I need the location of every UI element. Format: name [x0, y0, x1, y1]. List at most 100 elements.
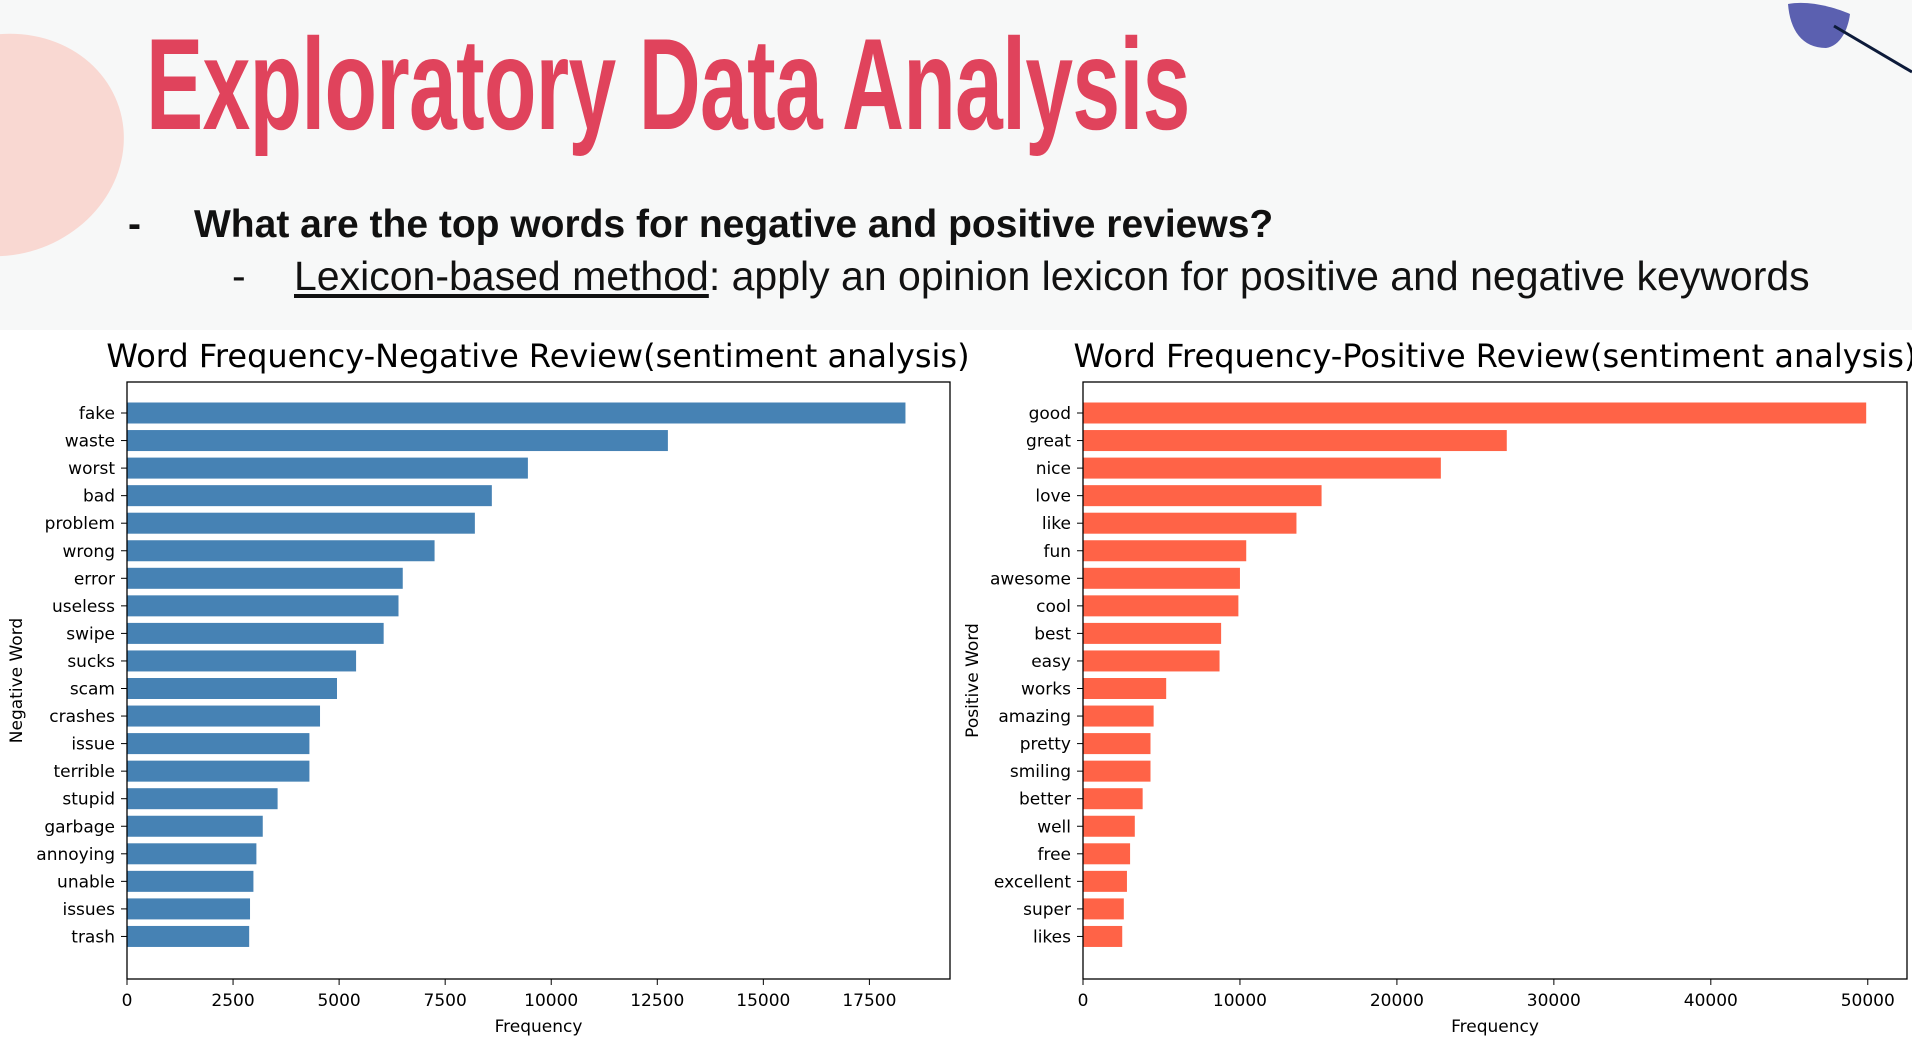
charts-panel: Word Frequency-Negative Review(sentiment… [0, 330, 1912, 1042]
positive-bar-good [1083, 402, 1867, 424]
negative-x-tick-label: 10000 [524, 991, 578, 1011]
positive-category-label: better [1019, 790, 1071, 810]
positive-category-label: likes [1033, 927, 1071, 947]
negative-category-label: garbage [44, 817, 115, 837]
negative-category-label: issues [62, 900, 115, 920]
negative-bar-sucks [127, 650, 357, 672]
negative-bar-useless [127, 595, 399, 617]
negative-category-label: scam [70, 680, 115, 700]
positive-axes-frame [1082, 381, 1908, 980]
negative-category-label: sucks [67, 652, 115, 672]
negative-chart-title: Word Frequency-Negative Review(sentiment… [106, 337, 969, 375]
positive-category-label: fun [1043, 542, 1071, 562]
positive-chart: Word Frequency-Positive Review(sentiment… [963, 337, 1912, 1037]
negative-category-label: terrible [53, 762, 115, 782]
positive-bar-love [1083, 485, 1322, 507]
negative-x-tick-label: 17500 [842, 991, 896, 1011]
negative-bar-scam [127, 678, 337, 699]
positive-x-axis-label: Frequency [1451, 1017, 1539, 1037]
page-title: Exploratory Data Analysis [146, 11, 1190, 157]
positive-bar-best [1083, 622, 1222, 644]
positive-bar-awesome [1083, 567, 1240, 589]
positive-category-label: excellent [994, 872, 1071, 892]
positive-bar-easy [1083, 650, 1220, 672]
positive-x-tick-label: 20000 [1370, 991, 1424, 1011]
negative-category-label: unable [57, 872, 115, 892]
positive-bar-well [1083, 815, 1135, 837]
positive-x-tick-label: 40000 [1684, 991, 1738, 1011]
positive-category-label: super [1023, 900, 1071, 920]
positive-bar-nice [1083, 457, 1441, 479]
positive-bar-great [1083, 430, 1507, 452]
positive-category-label: free [1037, 845, 1071, 865]
negative-bar-swipe [127, 622, 384, 644]
leaf-decoration-icon [1788, 2, 1912, 74]
negative-bar-waste [127, 430, 668, 452]
negative-x-tick-label: 7500 [424, 991, 467, 1011]
negative-axes-frame [126, 381, 951, 980]
positive-category-label: nice [1036, 459, 1071, 479]
positive-y-axis-label: Positive Word [963, 623, 983, 738]
negative-category-label: issue [71, 735, 115, 755]
negative-x-axis-label: Frequency [495, 1017, 583, 1037]
positive-x-tick-label: 30000 [1527, 991, 1581, 1011]
positive-category-label: smiling [1010, 762, 1071, 782]
positive-bar-super [1083, 898, 1124, 920]
negative-bar-garbage [127, 815, 263, 837]
positive-bar-fun [1083, 540, 1247, 562]
negative-bar-issues [127, 898, 251, 920]
negative-chart: Word Frequency-Negative Review(sentiment… [7, 337, 970, 1037]
positive-category-label: cool [1036, 597, 1071, 617]
positive-category-label: easy [1031, 652, 1071, 672]
negative-category-label: error [74, 569, 115, 589]
positive-category-label: like [1042, 514, 1071, 534]
bullet-question-text: What are the top words for negative and … [194, 203, 1274, 246]
negative-category-label: annoying [36, 845, 115, 865]
bullet-method-text: : apply an opinion lexicon for positive … [708, 253, 1810, 299]
positive-category-label: pretty [1020, 735, 1071, 755]
negative-bar-worst [127, 457, 528, 479]
negative-bar-issue [127, 733, 310, 755]
positive-bar-excellent [1083, 870, 1127, 892]
bullet-marker: - [128, 203, 141, 246]
negative-bar-problem [127, 512, 475, 534]
positive-category-label: best [1034, 624, 1071, 644]
negative-bar-wrong [127, 540, 435, 562]
positive-bar-amazing [1083, 705, 1154, 727]
positive-bar-pretty [1083, 733, 1151, 755]
negative-category-label: waste [65, 432, 115, 452]
negative-category-label: swipe [66, 624, 115, 644]
negative-category-label: problem [45, 514, 115, 534]
positive-x-tick-label: 10000 [1213, 991, 1267, 1011]
positive-bar-better [1083, 788, 1143, 810]
bullet-question: - What are the top words for negative and… [128, 203, 1273, 247]
positive-category-label: love [1035, 487, 1071, 507]
positive-category-label: great [1026, 432, 1071, 452]
negative-category-label: crashes [49, 707, 115, 727]
positive-bar-cool [1083, 595, 1239, 617]
lexicon-method-link[interactable]: Lexicon-based method [294, 253, 709, 299]
negative-category-label: bad [83, 487, 115, 507]
positive-category-label: well [1037, 817, 1071, 837]
sub-bullet-marker: - [232, 253, 246, 299]
positive-bar-smiling [1083, 760, 1151, 782]
negative-y-axis-label: Negative Word [7, 618, 27, 743]
positive-bar-free [1083, 843, 1131, 865]
negative-bar-error [127, 567, 403, 589]
negative-category-label: fake [79, 404, 115, 424]
positive-chart-title: Word Frequency-Positive Review(sentiment… [1074, 337, 1912, 375]
negative-bar-crashes [127, 705, 321, 727]
negative-bar-fake [127, 402, 906, 424]
word-frequency-charts: Word Frequency-Negative Review(sentiment… [7, 337, 1912, 1037]
negative-category-label: wrong [63, 542, 116, 562]
positive-category-label: works [1021, 680, 1071, 700]
positive-bar-likes [1083, 925, 1123, 947]
negative-category-label: useless [52, 597, 115, 617]
positive-category-label: amazing [998, 707, 1071, 727]
negative-category-label: trash [71, 927, 115, 947]
negative-category-label: stupid [62, 790, 115, 810]
negative-bar-bad [127, 485, 492, 507]
positive-category-label: awesome [990, 569, 1071, 589]
negative-bar-annoying [127, 843, 257, 865]
negative-x-tick-label: 15000 [736, 991, 790, 1011]
